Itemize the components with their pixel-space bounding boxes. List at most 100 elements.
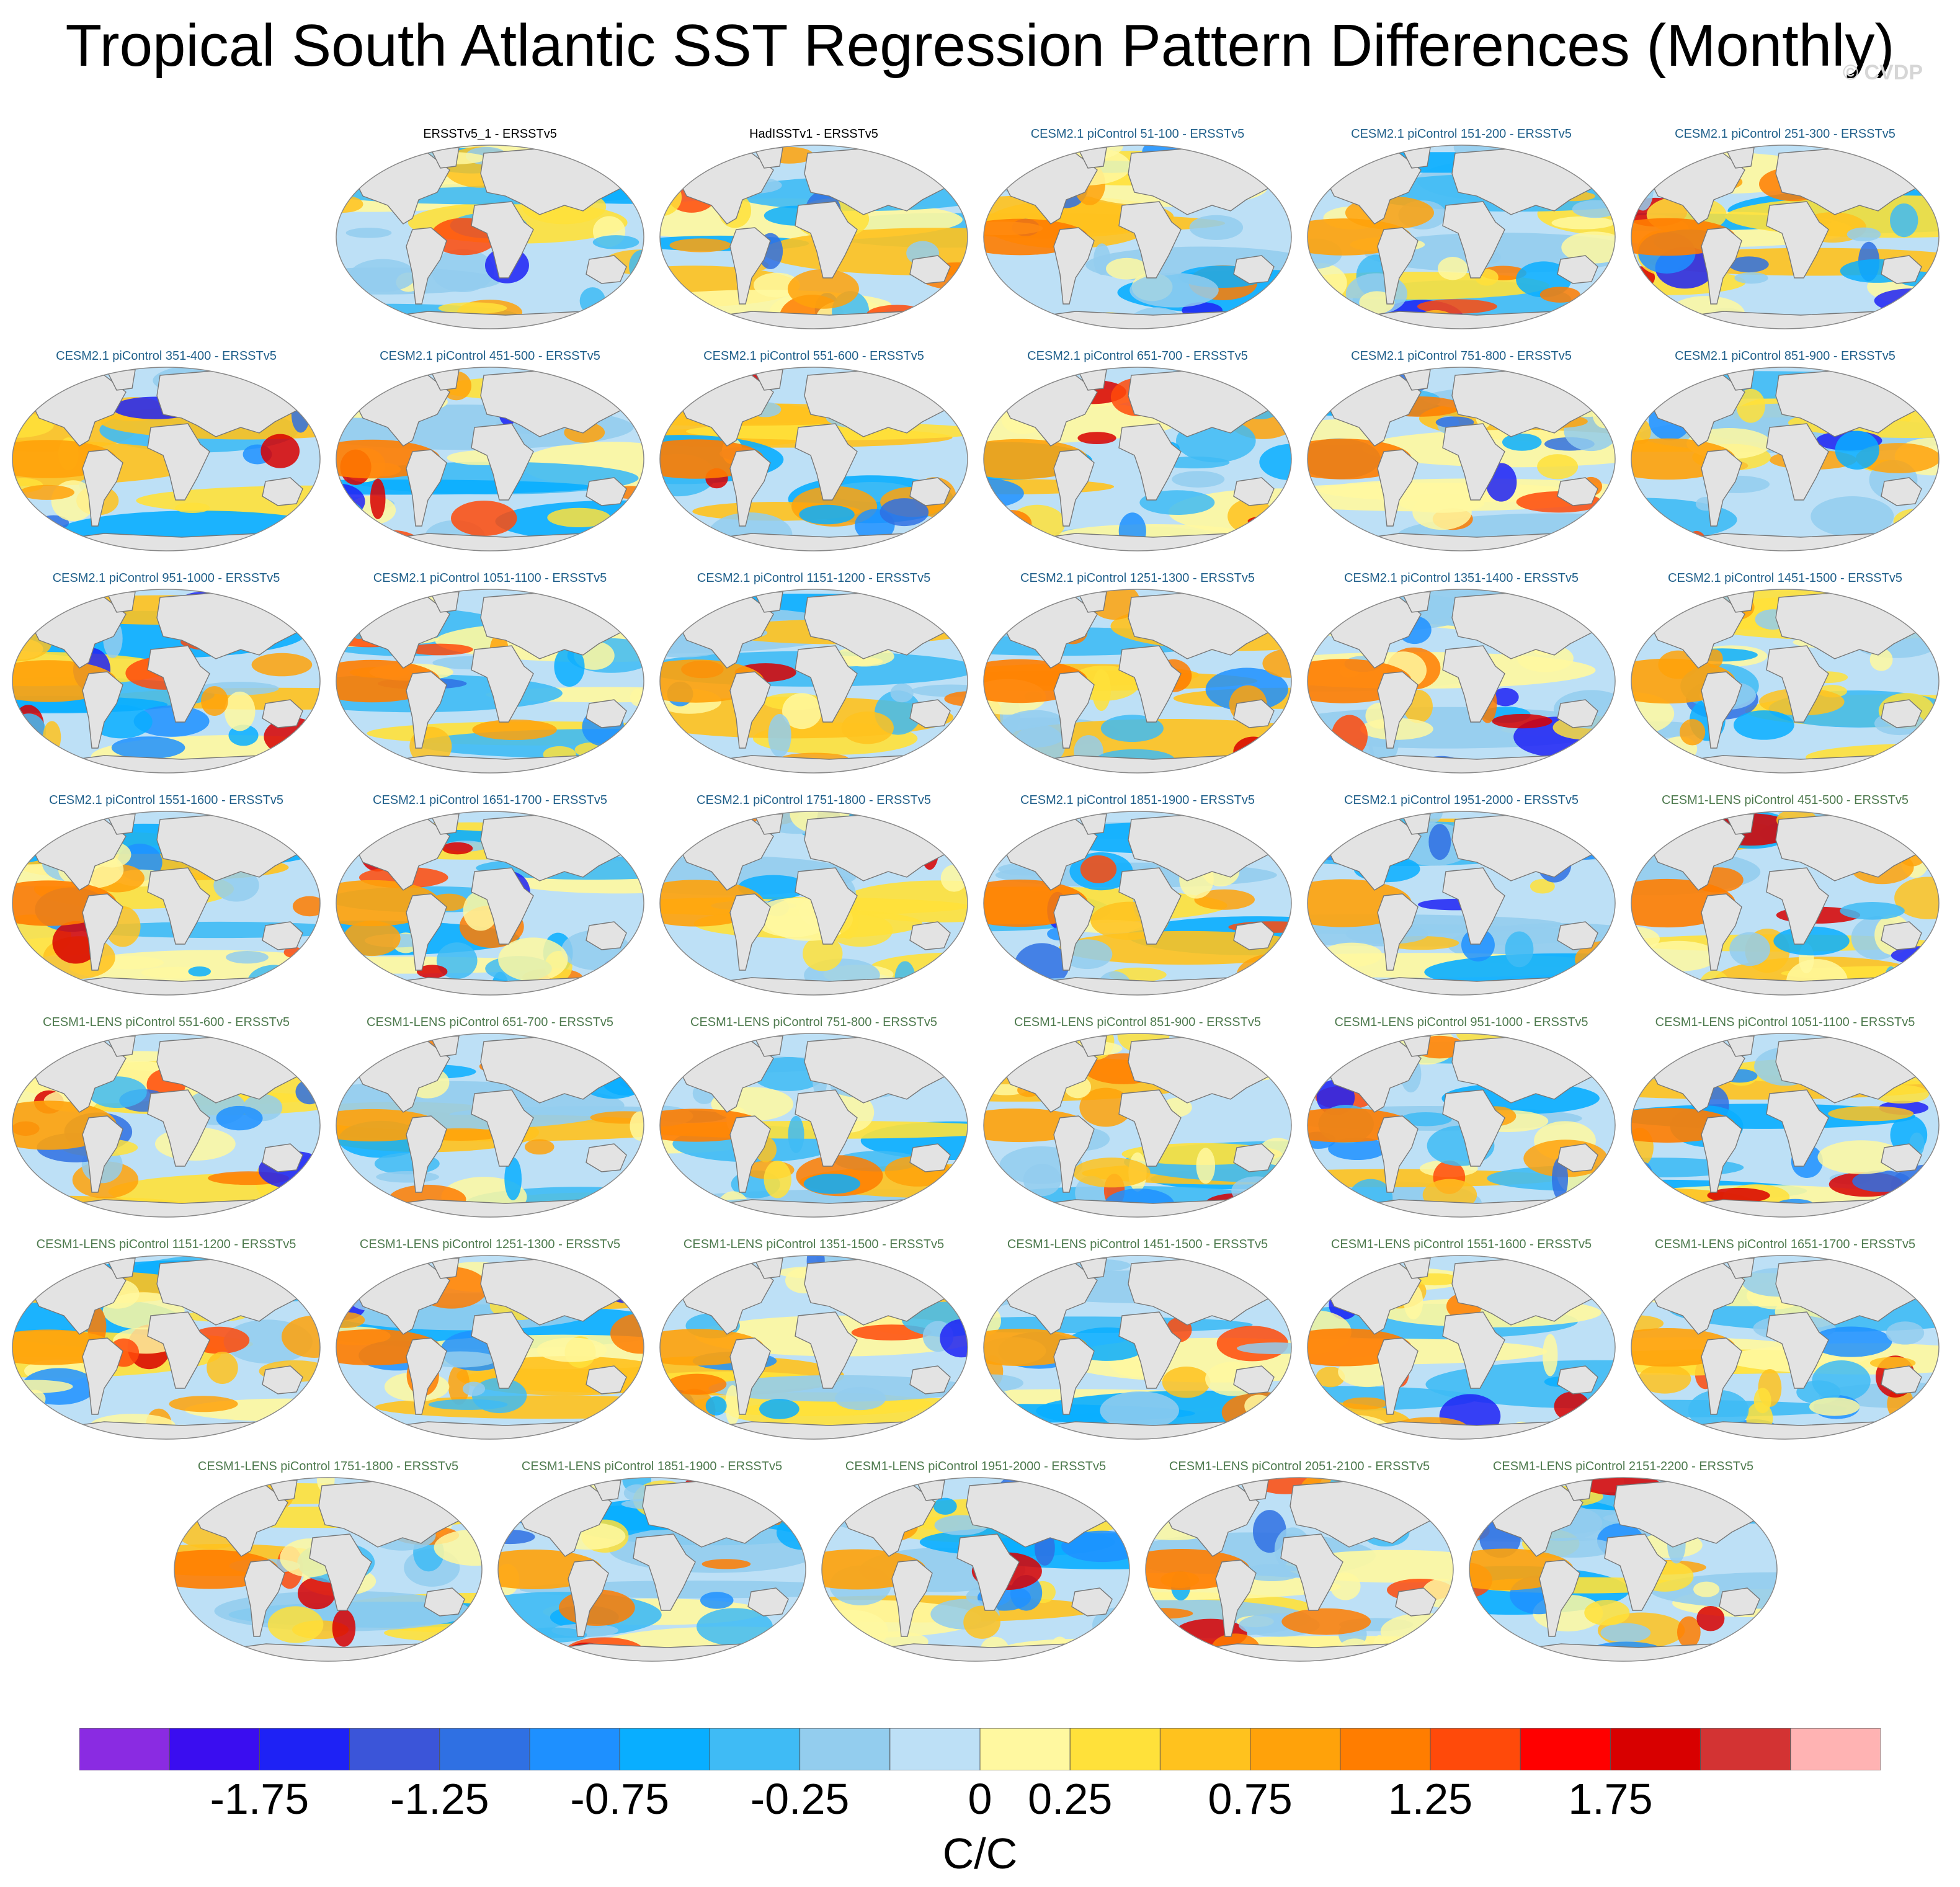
map-panel: CESM2.1 piControl 1051-1100 - ERSSTv5: [335, 571, 645, 775]
map-panel: CESM1-LENS piControl 1951-2000 - ERSSTv5: [821, 1459, 1131, 1664]
sst-difference-map: [336, 589, 644, 774]
map-panel-title: CESM2.1 piControl 1051-1100 - ERSSTv5: [373, 571, 607, 585]
map-panel: CESM1-LENS piControl 1851-1900 - ERSSTv5: [497, 1459, 807, 1664]
map-panel-title: CESM2.1 piControl 951-1000 - ERSSTv5: [52, 571, 280, 585]
sst-difference-map: [659, 811, 968, 996]
sst-difference-map: [12, 589, 321, 774]
sst-difference-map: [983, 367, 1292, 551]
map-panel: CESM1-LENS piControl 2051-2100 - ERSSTv5: [1144, 1459, 1454, 1664]
colorbar-swatch: [889, 1728, 981, 1770]
map-panel-title: CESM1-LENS piControl 1351-1500 - ERSSTv5: [683, 1238, 945, 1251]
map-panel-title: CESM2.1 piControl 451-500 - ERSSTv5: [380, 349, 600, 363]
map-panel-title: CESM1-LENS piControl 1151-1200 - ERSSTv5: [36, 1238, 296, 1251]
sst-difference-map: [1631, 811, 1940, 996]
sst-difference-map: [1631, 367, 1940, 551]
map-panel-title: CESM2.1 piControl 1251-1300 - ERSSTv5: [1020, 571, 1255, 585]
sst-difference-map: [12, 1033, 321, 1218]
map-panel: CESM1-LENS piControl 1451-1500 - ERSSTv5: [982, 1237, 1293, 1442]
colorbar-swatch: [709, 1728, 801, 1770]
sst-difference-map: [659, 1033, 968, 1218]
map-panel: CESM1-LENS piControl 1051-1100 - ERSSTv5: [1630, 1015, 1940, 1220]
sst-difference-map: [659, 1255, 968, 1440]
map-panel-title: CESM1-LENS piControl 651-700 - ERSSTv5: [367, 1015, 613, 1029]
colorbar-swatch: [1159, 1728, 1251, 1770]
map-panel: CESM1-LENS piControl 1251-1300 - ERSSTv5: [335, 1237, 645, 1442]
figure-title: Tropical South Atlantic SST Regression P…: [65, 12, 1895, 79]
sst-difference-map: [1145, 1477, 1454, 1662]
sst-difference-map: [336, 1033, 644, 1218]
map-panel-title: CESM2.1 piControl 351-400 - ERSSTv5: [56, 349, 277, 363]
map-panel: CESM1-LENS piControl 651-700 - ERSSTv5: [335, 1015, 645, 1220]
colorbar-swatch: [169, 1728, 260, 1770]
sst-difference-map: [983, 145, 1292, 329]
map-panel: CESM1-LENS piControl 951-1000 - ERSSTv5: [1306, 1015, 1616, 1220]
map-panel-title: CESM1-LENS piControl 2051-2100 - ERSSTv5: [1169, 1460, 1430, 1473]
map-panel: CESM1-LENS piControl 751-800 - ERSSTv5: [659, 1015, 969, 1220]
sst-difference-map: [12, 811, 321, 996]
map-panel: CESM2.1 piControl 1951-2000 - ERSSTv5: [1306, 793, 1616, 997]
colorbar-swatch: [1250, 1728, 1341, 1770]
sst-difference-map: [1307, 811, 1616, 996]
colorbar-tick-label: 0.75: [1208, 1775, 1293, 1823]
map-panel: CESM2.1 piControl 951-1000 - ERSSTv5: [11, 571, 321, 775]
map-panel: CESM2.1 piControl 1451-1500 - ERSSTv5: [1630, 571, 1940, 775]
sst-difference-map: [1307, 1033, 1616, 1218]
sst-difference-map: [659, 145, 968, 329]
map-panel-title: CESM1-LENS piControl 1251-1300 - ERSSTv5: [359, 1238, 621, 1251]
map-panel: CESM2.1 piControl 551-600 - ERSSTv5: [659, 349, 969, 553]
sst-difference-map: [497, 1477, 806, 1662]
colorbar-swatch: [79, 1728, 170, 1770]
colorbar-tick-label: -0.25: [750, 1775, 850, 1823]
map-panel: CESM2.1 piControl 451-500 - ERSSTv5: [335, 349, 645, 553]
map-panel: CESM1-LENS piControl 1151-1200 - ERSSTv5: [11, 1237, 321, 1442]
map-panel: CESM2.1 piControl 1151-1200 - ERSSTv5: [659, 571, 969, 775]
sst-difference-map: [336, 811, 644, 996]
map-panel: CESM2.1 piControl 851-900 - ERSSTv5: [1630, 349, 1940, 553]
sst-difference-map: [1307, 1255, 1616, 1440]
colorbar: [79, 1728, 1881, 1770]
map-panel-title: CESM1-LENS piControl 751-800 - ERSSTv5: [690, 1015, 937, 1029]
map-panel: CESM1-LENS piControl 1651-1700 - ERSSTv5: [1630, 1237, 1940, 1442]
map-panel: CESM2.1 piControl 651-700 - ERSSTv5: [982, 349, 1293, 553]
sst-difference-map: [174, 1477, 483, 1662]
map-panel-title: CESM1-LENS piControl 1551-1600 - ERSSTv5: [1330, 1238, 1592, 1251]
map-panel: CESM2.1 piControl 751-800 - ERSSTv5: [1306, 349, 1616, 553]
map-panel-title: CESM1-LENS piControl 2151-2200 - ERSSTv5: [1492, 1460, 1754, 1473]
map-panel-title: CESM2.1 piControl 851-900 - ERSSTv5: [1675, 349, 1895, 363]
map-panel: CESM2.1 piControl 351-400 - ERSSTv5: [11, 349, 321, 553]
map-panel: CESM1-LENS piControl 451-500 - ERSSTv5: [1630, 793, 1940, 997]
map-panel-title: CESM2.1 piControl 1751-1800 - ERSSTv5: [697, 793, 931, 807]
sst-difference-map: [1307, 589, 1616, 774]
sst-difference-map: [983, 589, 1292, 774]
map-panel-title: CESM2.1 piControl 751-800 - ERSSTv5: [1351, 349, 1572, 363]
map-panel-title: CESM1-LENS piControl 851-900 - ERSSTv5: [1014, 1015, 1261, 1029]
sst-difference-map: [336, 1255, 644, 1440]
map-panel: HadISSTv1 - ERSSTv5: [659, 127, 969, 331]
map-panel-title: CESM1-LENS piControl 1851-1900 - ERSSTv5: [521, 1460, 783, 1473]
colorbar-tick-label: 0.25: [1028, 1775, 1113, 1823]
map-panel: CESM2.1 piControl 1551-1600 - ERSSTv5: [11, 793, 321, 997]
colorbar-swatch: [1520, 1728, 1611, 1770]
map-panel-title: CESM2.1 piControl 1351-1400 - ERSSTv5: [1344, 571, 1579, 585]
map-panel-title: CESM1-LENS piControl 451-500 - ERSSTv5: [1662, 793, 1909, 807]
sst-difference-map: [821, 1477, 1130, 1662]
sst-difference-map: [336, 367, 644, 551]
map-panel: CESM2.1 piControl 1851-1900 - ERSSTv5: [982, 793, 1293, 997]
colorbar-swatch: [1790, 1728, 1881, 1770]
map-panel-title: CESM2.1 piControl 251-300 - ERSSTv5: [1675, 127, 1895, 141]
colorbar-units: C/C: [942, 1829, 1018, 1878]
colorbar-swatch: [529, 1728, 620, 1770]
colorbar-tick-label: 0: [968, 1775, 992, 1823]
map-panel: CESM1-LENS piControl 1551-1600 - ERSSTv5: [1306, 1237, 1616, 1442]
map-panel: ERSSTv5_1 - ERSSTv5: [335, 127, 645, 331]
map-panel-title: ERSSTv5_1 - ERSSTv5: [423, 127, 557, 141]
map-panel-title: HadISSTv1 - ERSSTv5: [749, 127, 878, 141]
map-panel: CESM2.1 piControl 251-300 - ERSSTv5: [1630, 127, 1940, 331]
colorbar-tick-label: 1.75: [1568, 1775, 1653, 1823]
sst-difference-map: [1307, 367, 1616, 551]
sst-difference-map: [1631, 589, 1940, 774]
map-panel: CESM2.1 piControl 1751-1800 - ERSSTv5: [659, 793, 969, 997]
map-panel: CESM1-LENS piControl 1351-1500 - ERSSTv5: [659, 1237, 969, 1442]
map-panel: CESM1-LENS piControl 2151-2200 - ERSSTv5: [1468, 1459, 1778, 1664]
sst-difference-map: [1631, 1255, 1940, 1440]
